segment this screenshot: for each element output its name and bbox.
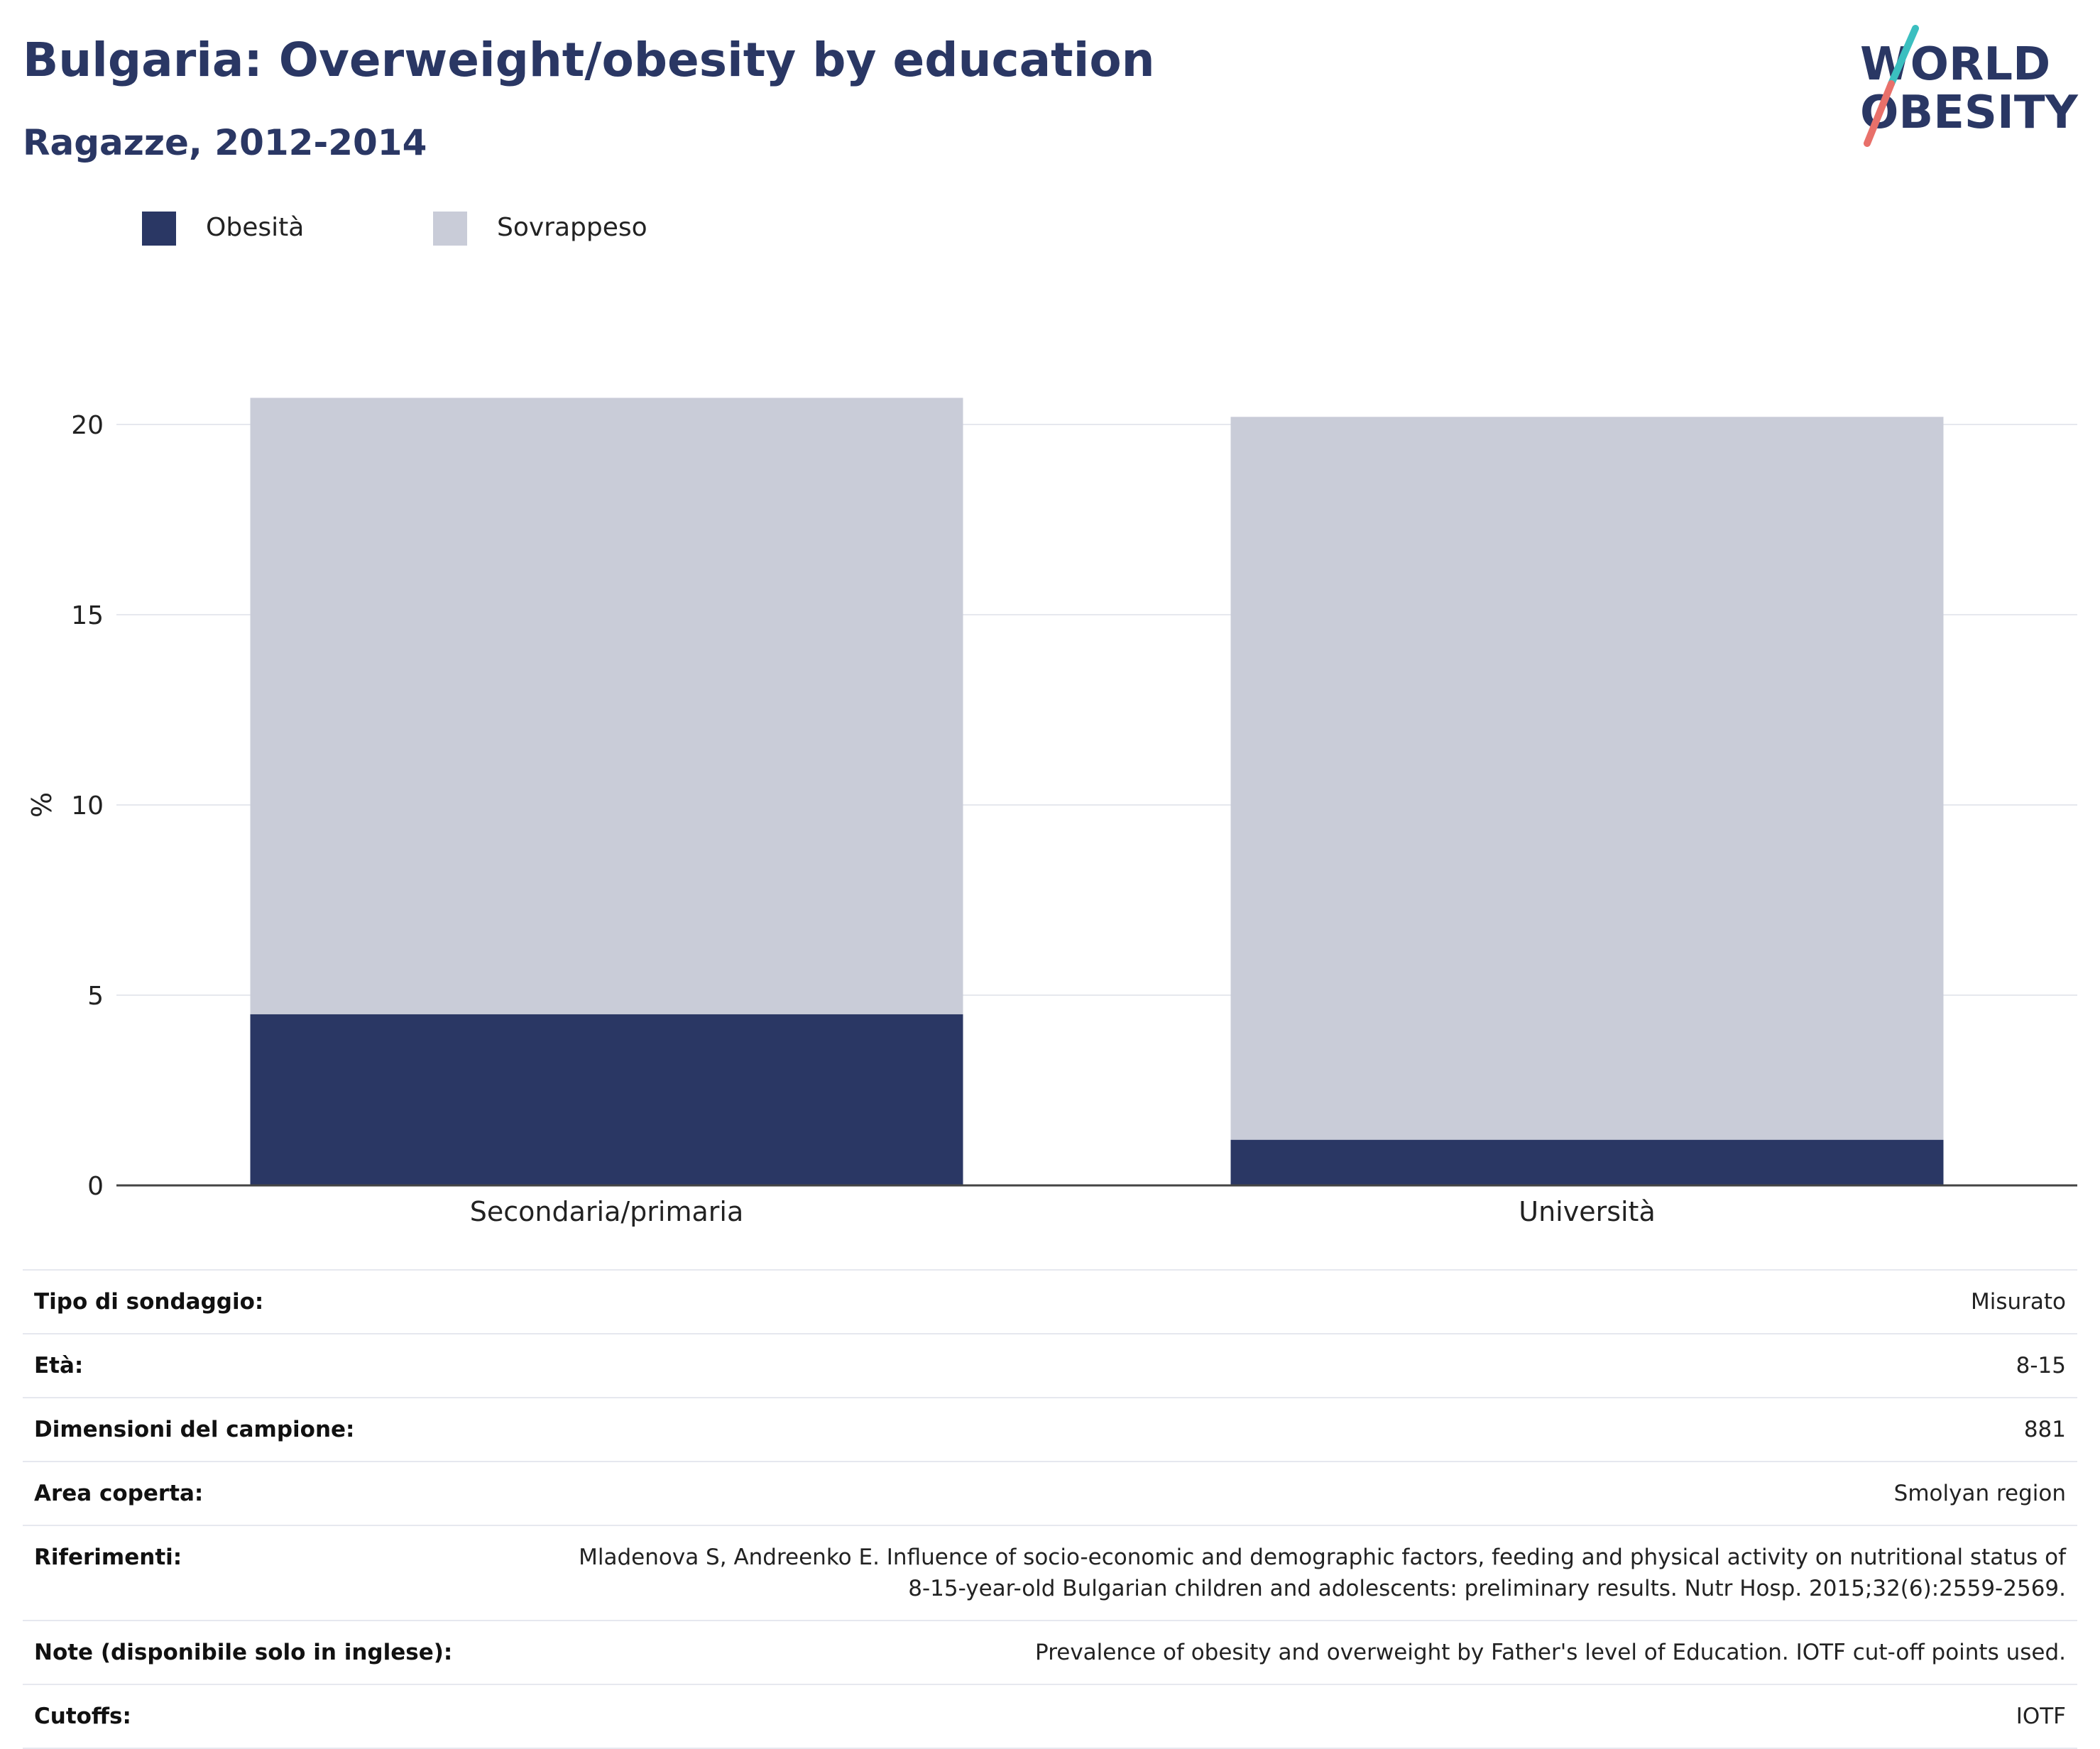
info-label: Dimensioni del campione: xyxy=(34,1417,355,1442)
y-tick-label: 15 xyxy=(71,601,104,630)
survey-info-table: Tipo di sondaggio: Misurato Età: 8-15 Di… xyxy=(23,1269,2077,1749)
page-subtitle: Ragazze, 2012-2014 xyxy=(23,122,427,163)
legend-label-overweight: Sovrappeso xyxy=(497,213,647,242)
logo-slash-top xyxy=(1888,25,1919,87)
info-row-survey-type: Tipo di sondaggio: Misurato xyxy=(23,1269,2077,1333)
info-row-notes: Note (disponibile solo in inglese): Prev… xyxy=(23,1620,2077,1684)
info-row-area: Area coperta: Smolyan region xyxy=(23,1461,2077,1525)
x-tick-label: Università xyxy=(1519,1196,1656,1227)
logo-line-2: OBESITY xyxy=(1860,87,2078,139)
x-tick-label: Secondaria/primaria xyxy=(470,1196,743,1227)
info-value: Misurato xyxy=(1970,1289,2066,1315)
legend-label-obesity: Obesità xyxy=(206,213,305,242)
info-label: Cutoffs: xyxy=(34,1704,131,1729)
info-label: Area coperta: xyxy=(34,1481,204,1506)
y-tick-label: 0 xyxy=(87,1172,104,1201)
world-obesity-logo: WORLD OBESITY xyxy=(1860,25,2078,147)
info-label: Note (disponibile solo in inglese): xyxy=(34,1640,453,1665)
legend-swatch-overweight xyxy=(433,212,467,246)
y-tick-label: 20 xyxy=(71,411,104,440)
info-row-age: Età: 8-15 xyxy=(23,1333,2077,1397)
info-value: Smolyan region xyxy=(1893,1481,2066,1506)
info-value: IOTF xyxy=(2016,1704,2066,1729)
bar-obesity xyxy=(1230,1139,1944,1185)
info-row-cutoffs: Cutoffs: IOTF xyxy=(23,1684,2077,1749)
info-value: 881 xyxy=(2023,1417,2066,1442)
y-axis-label: % xyxy=(26,792,58,818)
bar-obesity xyxy=(250,1014,963,1185)
y-tick-label: 5 xyxy=(87,982,104,1011)
stacked-bar-chart: 0 5 10 15 20% Secondaria/primaria Università xyxy=(26,398,2077,1227)
bar-overweight xyxy=(1230,417,1944,1140)
info-value: 8-15 xyxy=(2016,1353,2066,1378)
y-tick-label: 10 xyxy=(71,791,104,821)
logo-slash-bottom xyxy=(1864,80,1895,147)
info-value: Prevalence of obesity and overweight by … xyxy=(1035,1640,2066,1665)
info-value: Mladenova S, Andreenko E. Influence of s… xyxy=(579,1545,2066,1601)
info-label: Età: xyxy=(34,1353,84,1378)
page-title: Bulgaria: Overweight/obesity by educatio… xyxy=(23,33,1155,87)
info-label: Riferimenti: xyxy=(34,1545,182,1570)
info-row-sample-size: Dimensioni del campione: 881 xyxy=(23,1397,2077,1461)
legend-swatch-obesity xyxy=(142,212,176,246)
info-label: Tipo di sondaggio: xyxy=(34,1289,264,1315)
bar-overweight xyxy=(250,398,963,1014)
info-row-references: Riferimenti: Mladenova S, Andreenko E. I… xyxy=(23,1525,2077,1620)
